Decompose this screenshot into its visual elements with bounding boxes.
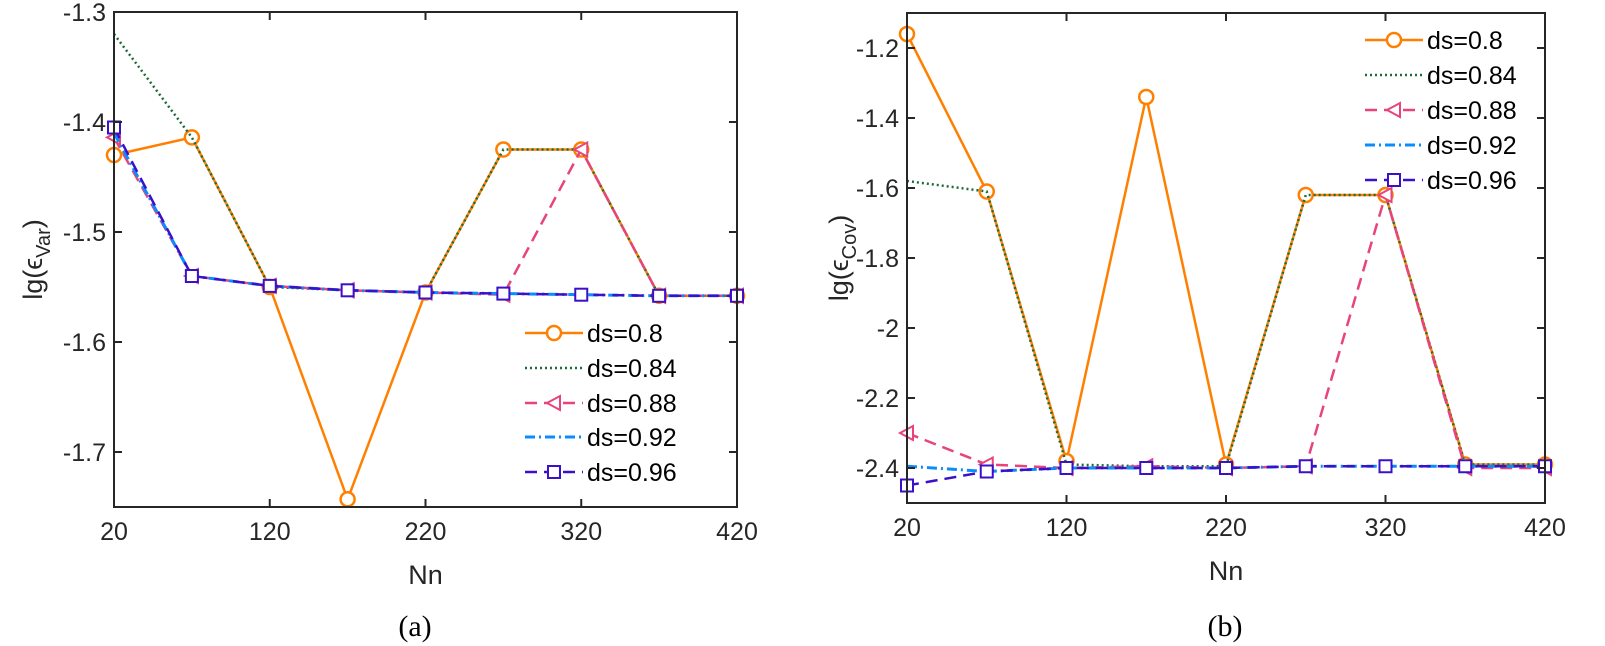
- series-line-ds-0.96: [906, 465, 1545, 487]
- legend-marker: [1384, 101, 1401, 119]
- data-point: [1059, 461, 1074, 475]
- x-tick-label: 220: [1205, 514, 1247, 542]
- data-point: [1139, 461, 1154, 475]
- y-tick-label: -1.2: [856, 35, 899, 63]
- data-point: [574, 287, 589, 302]
- y-axis-label-subscript: Cov: [839, 224, 861, 260]
- legend-label: ds=0.88: [587, 390, 677, 418]
- y-tick-label: -1.6: [63, 329, 106, 357]
- x-tick-label: 20: [100, 518, 128, 546]
- chart-b: 20 120 220 320 420 -1.2 -1.4 -1.6 -1.8 -2 -2.2 -2.4…: [824, 12, 1566, 643]
- y-tick-label: -2.4: [856, 455, 899, 483]
- legend: ds=0.8 ds=0.84 ds=0.88 ds=0.92 ds=0.96: [1365, 27, 1517, 195]
- subfigure-caption: (b): [1208, 610, 1243, 643]
- legend-marker: [1387, 173, 1401, 187]
- legend-label: ds=0.8: [1427, 27, 1503, 55]
- data-point: [1376, 186, 1393, 204]
- data-point: [1458, 459, 1473, 474]
- chart-a: 20 120 220 320 420 -1.3 -1.4 -1.5 -1.6 -1.7 Nn lg(ϵ…: [18, 0, 758, 643]
- x-tick-label: 220: [405, 518, 447, 546]
- legend-marker: [547, 465, 561, 479]
- series-line-ds-0.88: [906, 190, 1545, 470]
- legend-label: ds=0.96: [587, 459, 677, 487]
- data-point: [339, 491, 356, 508]
- y-tick-label: -1.5: [63, 219, 106, 247]
- series-line-ds-0.96: [112, 126, 737, 298]
- data-point: [1297, 186, 1314, 204]
- legend-label: ds=0.84: [587, 355, 677, 383]
- legend-label: ds=0.88: [1427, 97, 1517, 125]
- data-point: [979, 464, 994, 479]
- data-point: [1138, 88, 1155, 106]
- series-line-ds-0.84: [113, 33, 737, 298]
- x-tick-label: 420: [716, 518, 758, 546]
- y-tick-label: -2.2: [856, 385, 899, 413]
- series-line-ds-0.92: [112, 132, 737, 298]
- y-tick-label: -2: [877, 315, 899, 343]
- legend-marker: [544, 394, 561, 412]
- y-tick-label: -1.7: [63, 439, 106, 467]
- y-axis-label-main: lg(ϵ: [18, 258, 48, 300]
- legend-label: ds=0.92: [1427, 132, 1517, 160]
- series-line-ds-0.88: [112, 136, 737, 298]
- data-point: [418, 285, 433, 300]
- y-axis-label: lg(ϵVar): [18, 219, 55, 300]
- legend-label: ds=0.96: [1427, 167, 1517, 195]
- legend-label: ds=0.92: [587, 424, 677, 452]
- y-axis-label-main: lg(ϵ: [824, 259, 854, 301]
- x-tick-label: 120: [249, 518, 291, 546]
- data-point: [183, 129, 201, 146]
- x-axis-label: Nn: [408, 560, 443, 590]
- x-tick-label: 420: [1524, 514, 1566, 542]
- data-point: [262, 278, 277, 293]
- y-tick-label: -1.8: [856, 245, 899, 273]
- x-tick-label: 320: [560, 518, 602, 546]
- legend-marker: [1385, 31, 1403, 49]
- y-axis-label-close: ): [18, 219, 48, 228]
- legend-label: ds=0.84: [1427, 62, 1517, 90]
- series-line-ds-0.92: [906, 464, 1545, 474]
- data-point: [340, 283, 355, 298]
- legend-label: ds=0.8: [587, 320, 663, 348]
- y-axis-label: lg(ϵCov): [824, 215, 861, 302]
- y-tick-label: -1.6: [856, 175, 899, 203]
- data-point: [652, 288, 667, 303]
- subfigure-caption: (a): [398, 610, 431, 643]
- y-tick-label: -1.4: [63, 109, 106, 137]
- data-point: [496, 286, 511, 301]
- legend: ds=0.8 ds=0.84 ds=0.88 ds=0.92 ds=0.96: [525, 320, 677, 487]
- data-point: [1378, 459, 1393, 474]
- x-tick-label: 120: [1046, 514, 1088, 542]
- data-point: [184, 269, 199, 283]
- y-axis-label-close: ): [824, 215, 854, 224]
- data-point: [1298, 459, 1313, 474]
- y-tick-label: -1.3: [63, 0, 106, 27]
- legend-marker: [545, 324, 563, 342]
- x-tick-label: 320: [1365, 514, 1407, 542]
- x-tick-label: 20: [893, 514, 921, 542]
- y-tick-label: -1.4: [856, 105, 899, 133]
- x-axis-label: Nn: [1209, 556, 1244, 586]
- series-line-ds-0.84: [906, 179, 1545, 468]
- data-point: [572, 140, 589, 159]
- data-point: [1219, 461, 1233, 475]
- y-axis-label-subscript: Var: [33, 228, 55, 258]
